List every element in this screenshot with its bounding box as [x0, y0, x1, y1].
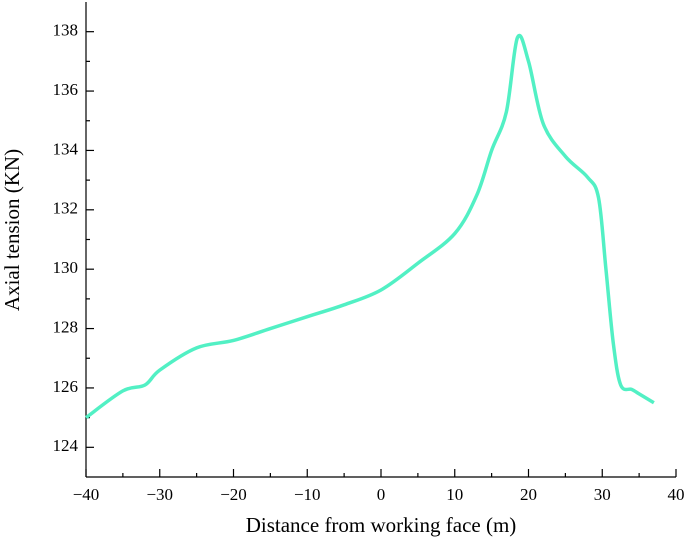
y-tick-label: 124	[53, 436, 79, 455]
x-tick-label: −30	[146, 485, 173, 504]
y-tick-label: 136	[53, 80, 79, 99]
x-axis-title: Distance from working face (m)	[246, 513, 517, 537]
x-tick-label: 20	[520, 485, 537, 504]
x-tick-label: −20	[220, 485, 247, 504]
data-line	[84, 33, 655, 420]
x-tick-label: 30	[594, 485, 611, 504]
x-tick-label: 10	[446, 485, 463, 504]
y-tick-label: 126	[53, 377, 79, 396]
y-tick-label: 130	[53, 258, 79, 277]
x-tick-label: 0	[377, 485, 386, 504]
x-tick-label: −10	[294, 485, 321, 504]
y-tick-label: 138	[53, 21, 79, 40]
y-tick-label: 134	[53, 139, 79, 158]
y-tick-label: 128	[53, 317, 79, 336]
x-tick-label: −40	[73, 485, 100, 504]
x-tick-label: 40	[668, 485, 685, 504]
y-axis-title: Axial tension (KN)	[0, 149, 24, 311]
y-tick-label: 132	[53, 199, 79, 218]
